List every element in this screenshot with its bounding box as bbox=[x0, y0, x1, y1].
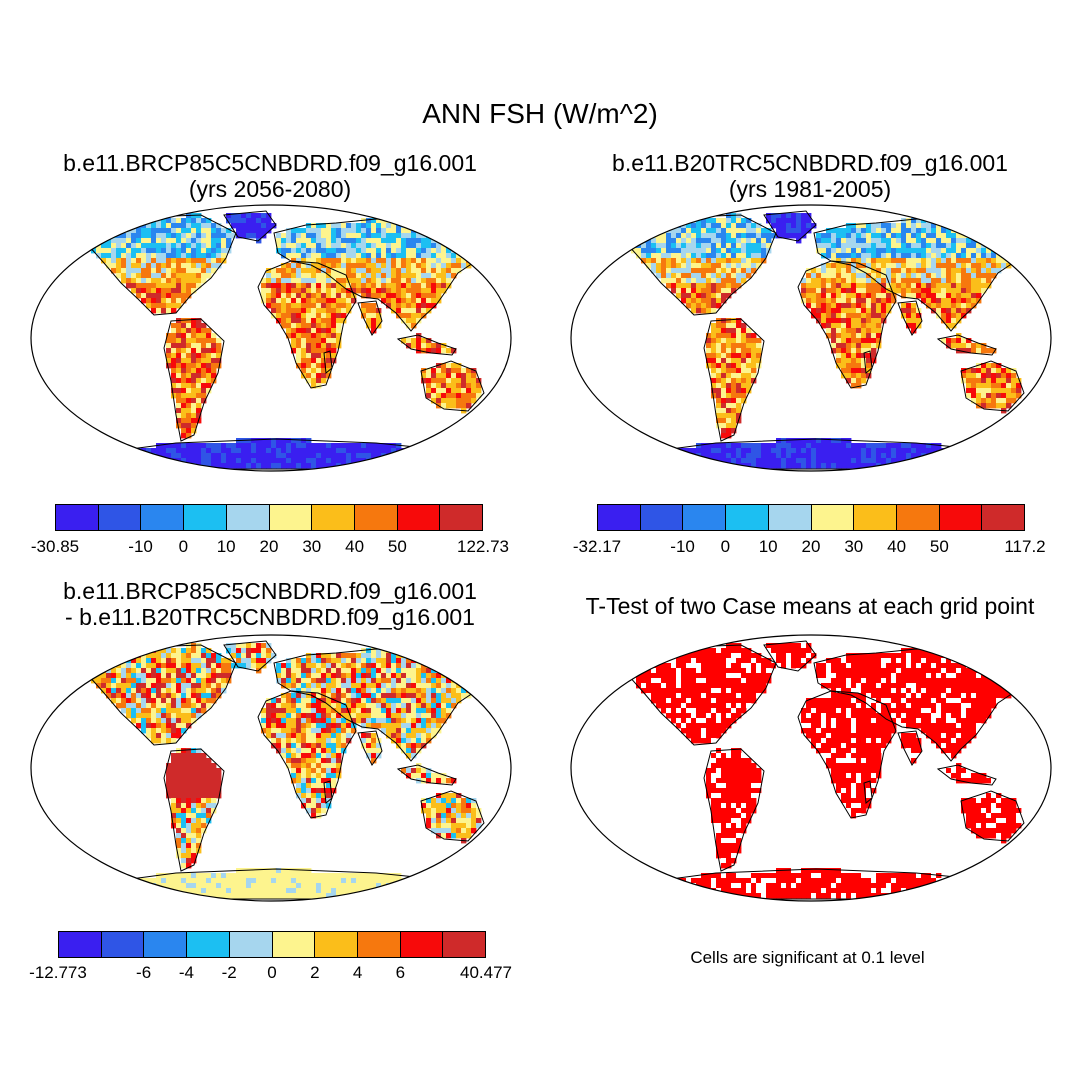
colorbar-cell bbox=[101, 932, 145, 957]
colorbar-cell bbox=[768, 505, 812, 530]
colorbar-label: -32.17 bbox=[572, 537, 622, 556]
panel-title-difference: b.e11.BRCP85C5CNBDRD.f09_g16.001 - b.e11… bbox=[30, 578, 510, 630]
colorbar-label: 40.477 bbox=[460, 963, 512, 982]
colorbar-label: -6 bbox=[136, 963, 152, 982]
colorbar-cell bbox=[272, 932, 316, 957]
panel-title-line2: - b.e11.B20TRC5CNBDRD.f09_g16.001 bbox=[65, 604, 475, 630]
colorbar-cell bbox=[56, 505, 99, 530]
panel-title-line1: b.e11.B20TRC5CNBDRD.f09_g16.001 bbox=[612, 150, 1008, 176]
map-land-cells bbox=[626, 643, 1037, 899]
colorbar-label: 10 bbox=[216, 537, 236, 556]
panel-title-line1: b.e11.BRCP85C5CNBDRD.f09_g16.001 bbox=[63, 150, 477, 176]
panel-title-line2: (yrs 2056-2080) bbox=[188, 176, 352, 202]
colorbar-label: 40 bbox=[345, 537, 365, 556]
colorbar-cell bbox=[312, 505, 355, 530]
map-land-cells bbox=[86, 643, 497, 899]
colorbar-cells bbox=[597, 504, 1025, 531]
colorbar-cell bbox=[443, 932, 486, 957]
colorbar-historical bbox=[597, 504, 1025, 531]
colorbar-cell bbox=[640, 505, 684, 530]
colorbar-label: 4 bbox=[352, 963, 363, 982]
colorbar-label: 0 bbox=[267, 963, 277, 982]
colorbar-cell bbox=[269, 505, 313, 530]
significance-note: Cells are significant at 0.1 level bbox=[690, 948, 925, 967]
colorbar-cell bbox=[854, 505, 897, 530]
panel-title-line1: b.e11.BRCP85C5CNBDRD.f09_g16.001 bbox=[63, 578, 477, 604]
colorbar-label: 2 bbox=[310, 963, 320, 982]
map-land-cells bbox=[626, 213, 1037, 469]
colorbar-label: -2 bbox=[221, 963, 237, 982]
map-land-cells bbox=[86, 213, 497, 469]
colorbar-label: 20 bbox=[259, 537, 279, 556]
colorbar-label: 122.73 bbox=[457, 537, 509, 556]
colorbar-cell bbox=[896, 505, 940, 530]
map-ttest bbox=[566, 633, 1056, 903]
colorbar-cell bbox=[226, 505, 270, 530]
panel-title-ttest: T-Test of two Case means at each grid po… bbox=[560, 593, 1060, 619]
map-historical bbox=[566, 203, 1056, 473]
colorbar-labels-future: -30.85 -10 0 10 20 30 40 50 122.73 bbox=[31, 537, 509, 557]
colorbar-cell bbox=[400, 932, 444, 957]
colorbar-label: 0 bbox=[720, 537, 731, 556]
main-title: ANN FSH (W/m^2) bbox=[422, 98, 658, 129]
panel-title-line1: T-Test of two Case means at each grid po… bbox=[585, 593, 1035, 619]
map-difference bbox=[26, 633, 516, 903]
colorbar-label: -10 bbox=[670, 537, 695, 556]
map-border bbox=[570, 634, 1052, 902]
colorbar-cell bbox=[141, 505, 185, 530]
colorbar-label: 30 bbox=[302, 537, 322, 556]
colorbar-labels-difference: -12.773 -6 -4 -2 0 2 4 6 40.477 bbox=[29, 963, 512, 983]
colorbar-label: -4 bbox=[178, 963, 194, 982]
panel-title-line2: (yrs 1981-2005) bbox=[728, 176, 892, 202]
colorbar-cell bbox=[397, 505, 441, 530]
colorbar-cells bbox=[58, 931, 486, 958]
colorbar-cell bbox=[357, 932, 401, 957]
map-border bbox=[30, 634, 512, 902]
colorbar-label: 50 bbox=[929, 537, 949, 556]
map-border bbox=[30, 204, 512, 472]
colorbar-cell bbox=[229, 932, 273, 957]
colorbar-label: 30 bbox=[844, 537, 864, 556]
colorbar-label: 40 bbox=[887, 537, 907, 556]
panel-title-future: b.e11.BRCP85C5CNBDRD.f09_g16.001 (yrs 20… bbox=[30, 150, 510, 202]
colorbar-cell bbox=[811, 505, 855, 530]
colorbar-label: 50 bbox=[387, 537, 407, 556]
colorbar-cell bbox=[187, 932, 230, 957]
colorbar-cell bbox=[683, 505, 727, 530]
colorbar-future bbox=[55, 504, 483, 531]
colorbar-cell bbox=[144, 932, 188, 957]
colorbar-cell bbox=[726, 505, 769, 530]
colorbar-labels-historical: -32.17 -10 0 10 20 30 40 50 117.2 bbox=[573, 537, 1046, 557]
panel-title-historical: b.e11.B20TRC5CNBDRD.f09_g16.001 (yrs 198… bbox=[570, 150, 1050, 202]
colorbar-cell bbox=[59, 932, 102, 957]
colorbar-cell bbox=[315, 932, 358, 957]
colorbar-label: 0 bbox=[178, 537, 189, 556]
colorbar-label: -30.85 bbox=[30, 537, 80, 556]
colorbar-cell bbox=[939, 505, 983, 530]
colorbar-label: -12.773 bbox=[29, 963, 87, 982]
colorbar-label: -10 bbox=[128, 537, 153, 556]
colorbar-cell bbox=[982, 505, 1025, 530]
colorbar-cell bbox=[598, 505, 641, 530]
colorbar-label: 20 bbox=[801, 537, 821, 556]
map-future bbox=[26, 203, 516, 473]
map-border bbox=[570, 204, 1052, 472]
colorbar-difference bbox=[58, 931, 486, 958]
colorbar-label: 6 bbox=[395, 963, 406, 982]
colorbar-label: 117.2 bbox=[1004, 537, 1046, 556]
colorbar-cell bbox=[184, 505, 227, 530]
colorbar-label: 10 bbox=[758, 537, 778, 556]
colorbar-cell bbox=[440, 505, 483, 530]
colorbar-cell bbox=[98, 505, 142, 530]
colorbar-cell bbox=[354, 505, 398, 530]
colorbar-cells bbox=[55, 504, 483, 531]
